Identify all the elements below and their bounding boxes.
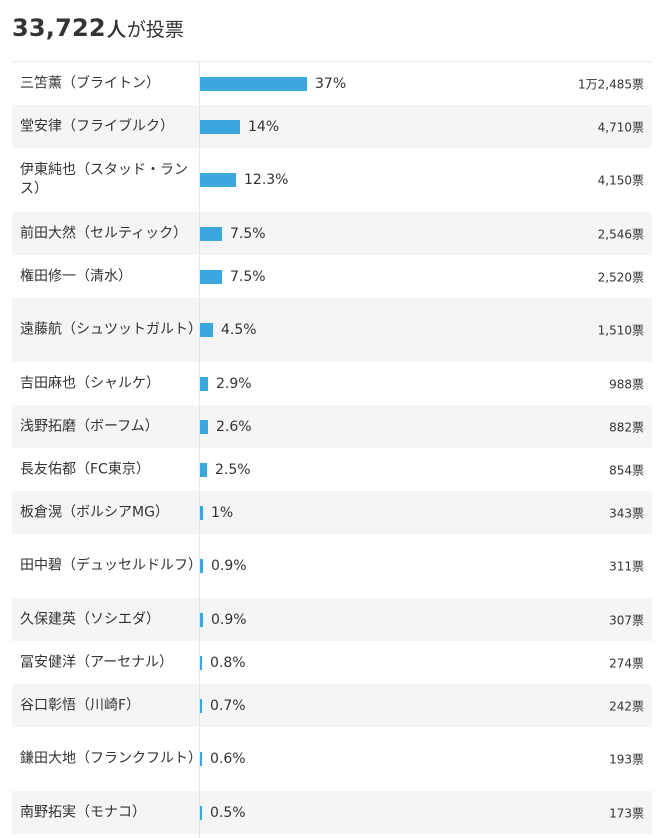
vote-count: 193票 <box>609 752 644 767</box>
vote-count: 4,150票 <box>597 173 644 188</box>
player-name: 浅野拓磨（ボーフム） <box>20 418 159 434</box>
vote-bar <box>200 698 202 713</box>
player-name: 田中碧（デュッセルドルフ） <box>20 557 202 574</box>
vote-bar <box>200 376 208 391</box>
result-row: 浅野拓磨（ボーフム） 2.6% 882票 <box>12 405 652 448</box>
player-name: 鎌田大地（フランクフルト） <box>20 750 202 767</box>
vote-bar <box>200 612 203 627</box>
vote-bar <box>200 76 307 91</box>
player-name: 堂安律（フライブルク） <box>20 118 174 134</box>
player-name: 冨安健洋（アーセナル） <box>20 654 174 670</box>
vote-count: 4,710票 <box>597 120 644 134</box>
total-voter-suffix: が投票 <box>126 19 184 41</box>
vote-count: 1,510票 <box>597 323 644 338</box>
vote-bar <box>200 323 213 337</box>
player-name: 権田修一（清水） <box>20 268 132 284</box>
player-name: 前田大然（セルティック） <box>20 225 188 241</box>
result-row: 田中碧（デュッセルドルフ） 0.9% 311票 <box>12 534 652 598</box>
player-name: 谷口彰悟（川崎F） <box>20 697 141 713</box>
vote-count: 882票 <box>609 420 644 434</box>
result-row: 遠藤航（シュツットガルト） 4.5% 1,510票 <box>12 298 652 362</box>
vote-percentage: 7.5% <box>230 225 266 242</box>
player-name: 板倉滉（ボルシアMG） <box>20 504 169 520</box>
result-row: 冨安健洋（アーセナル） 0.8% 274票 <box>12 641 652 684</box>
vote-bar <box>200 419 208 434</box>
vote-bar <box>200 173 236 187</box>
player-name: 久保建英（ソシエダ） <box>20 611 160 627</box>
total-voter-unit: 人 <box>106 19 126 41</box>
vote-percentage: 7.5% <box>230 268 266 285</box>
result-row: 板倉滉（ボルシアMG） 1% 343票 <box>12 491 652 534</box>
vote-count: 311票 <box>609 559 644 574</box>
result-row: 吉田麻也（シャルケ） 2.9% 988票 <box>12 362 652 405</box>
vote-bar <box>200 505 203 520</box>
vote-percentage: 0.7% <box>210 697 246 714</box>
vote-percentage: 4.5% <box>221 322 257 338</box>
vote-bar <box>200 752 202 766</box>
result-row: 伊東純也（スタッド・ランス） 12.3% 4,150票 <box>12 148 652 212</box>
vote-percentage: 2.6% <box>216 418 252 435</box>
result-row: 長友佑都（FC東京） 2.5% 854票 <box>12 448 652 491</box>
vote-bar <box>200 655 202 670</box>
result-row: 谷口彰悟（川崎F） 0.7% 242票 <box>12 684 652 727</box>
bar-axis-line <box>199 62 200 838</box>
vote-percentage: 37% <box>315 75 347 92</box>
vote-count: 173票 <box>609 806 644 820</box>
vote-count: 274票 <box>609 656 644 670</box>
results-chart: 三笘薫（ブライトン） 37% 1万2,485票堂安律（フライブルク） 14% 4,710… <box>12 62 652 834</box>
vote-percentage: 0.9% <box>211 611 247 628</box>
player-name: 三笘薫（ブライトン） <box>20 75 160 91</box>
vote-count: 1万2,485票 <box>578 77 644 91</box>
player-name: 遠藤航（シュツットガルト） <box>20 321 202 338</box>
vote-percentage: 1% <box>211 504 234 521</box>
vote-bar <box>200 226 222 241</box>
vote-bar <box>200 269 222 284</box>
vote-bar <box>200 119 240 134</box>
result-row: 鎌田大地（フランクフルト） 0.6% 193票 <box>12 727 652 791</box>
result-row: 南野拓実（モナコ） 0.5% 173票 <box>12 791 652 834</box>
vote-bar <box>200 462 207 477</box>
vote-percentage: 0.5% <box>210 804 246 821</box>
vote-count: 307票 <box>609 613 644 627</box>
vote-percentage: 2.9% <box>216 375 252 392</box>
vote-percentage: 0.9% <box>211 558 247 574</box>
total-voter-count: 33,722 <box>12 14 106 42</box>
header-divider <box>12 61 652 62</box>
result-row: 権田修一（清水） 7.5% 2,520票 <box>12 255 652 298</box>
vote-percentage: 0.8% <box>210 654 246 671</box>
vote-percentage: 0.6% <box>210 751 246 767</box>
vote-count: 854票 <box>609 463 644 477</box>
vote-count: 343票 <box>609 506 644 520</box>
player-name: 吉田麻也（シャルケ） <box>20 375 160 391</box>
vote-percentage: 14% <box>248 118 280 135</box>
result-row: 久保建英（ソシエダ） 0.9% 307票 <box>12 598 652 641</box>
vote-bar <box>200 805 202 820</box>
vote-count: 242票 <box>609 699 644 713</box>
result-row: 堂安律（フライブルク） 14% 4,710票 <box>12 105 652 148</box>
vote-count: 988票 <box>609 377 644 391</box>
player-name: 伊東純也（スタッド・ランス） <box>20 162 188 197</box>
vote-count: 2,520票 <box>597 270 644 284</box>
vote-percentage: 2.5% <box>215 461 251 478</box>
result-row: 前田大然（セルティック） 7.5% 2,546票 <box>12 212 652 255</box>
vote-bar <box>200 559 203 573</box>
vote-total-header: 33,722 人が投票 <box>12 14 184 48</box>
vote-count: 2,546票 <box>597 227 644 241</box>
player-name: 長友佑都（FC東京） <box>20 461 150 477</box>
vote-percentage: 12.3% <box>244 172 289 188</box>
player-name: 南野拓実（モナコ） <box>20 804 146 820</box>
result-row: 三笘薫（ブライトン） 37% 1万2,485票 <box>12 62 652 105</box>
